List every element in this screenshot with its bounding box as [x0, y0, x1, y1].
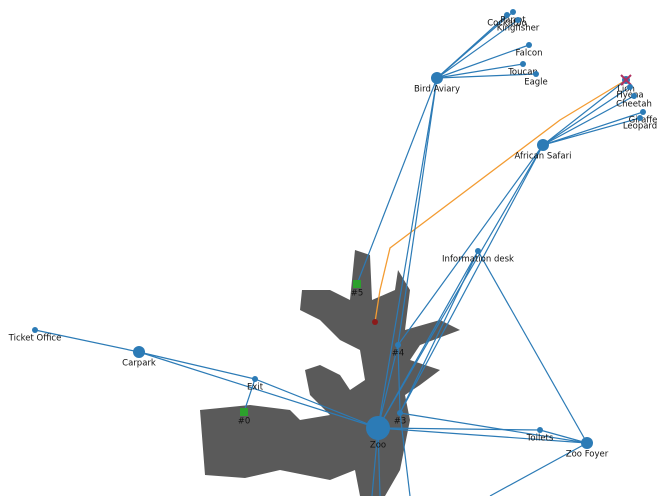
node-label: Falcon: [516, 49, 543, 59]
node-label: Toucan: [507, 68, 538, 78]
edge: [377, 427, 541, 431]
node: [252, 376, 258, 382]
node: [526, 42, 532, 48]
edge: [436, 63, 524, 79]
node: [397, 410, 403, 416]
robot-marker: [353, 280, 361, 288]
robot-position: [372, 319, 378, 325]
edge: [377, 427, 588, 444]
edges: [34, 11, 644, 496]
node-label: Kingfisher: [497, 24, 540, 34]
node: [366, 416, 390, 440]
node: [537, 427, 543, 433]
edge: [397, 344, 401, 414]
edge: [138, 351, 379, 429]
node: [627, 84, 633, 90]
planned-path: [374, 79, 627, 323]
edge: [138, 351, 256, 380]
node-label: Lion: [617, 85, 635, 95]
node-label: Giraffe: [629, 116, 658, 126]
node-label: Cheetah: [616, 100, 652, 110]
edge: [489, 442, 588, 496]
node-label: African Safari: [515, 152, 572, 162]
edge: [356, 77, 438, 285]
node-label: Hyena: [616, 91, 643, 101]
node-label: Leopard: [623, 122, 657, 132]
node-label: Eagle: [524, 78, 548, 88]
occupancy-map: [200, 250, 460, 496]
node: [510, 9, 516, 15]
node-label: Ticket Office: [8, 334, 62, 344]
edge: [539, 429, 588, 444]
node-label: Bird Aviary: [414, 85, 460, 95]
edge: [243, 378, 256, 413]
node: [631, 93, 637, 99]
node: [537, 139, 549, 151]
node: [640, 109, 646, 115]
edge: [436, 44, 530, 79]
edge: [399, 250, 479, 414]
edge: [436, 14, 508, 79]
node-label: Information desk: [442, 255, 514, 265]
node-label: Zoo: [370, 441, 386, 451]
goal-marker: [620, 74, 632, 86]
node-label: #3: [394, 417, 407, 427]
node: [133, 346, 145, 358]
edge: [254, 378, 379, 429]
edge: [542, 117, 641, 146]
edge: [397, 144, 544, 346]
robot-marker: [240, 408, 248, 416]
node-label: Parrot: [500, 16, 526, 26]
node: [504, 12, 510, 18]
node: [581, 437, 593, 449]
node-label: Cockatoo: [487, 19, 527, 29]
edge: [377, 77, 438, 429]
node: [32, 327, 38, 333]
node-label: #4: [392, 349, 405, 359]
edge: [436, 73, 537, 79]
edge: [542, 95, 635, 146]
node: [515, 17, 521, 23]
node-label: Zoo Foyer: [566, 450, 609, 460]
edge: [399, 144, 544, 414]
node: [520, 61, 526, 67]
edge: [34, 329, 140, 353]
node-label: Carpark: [122, 359, 156, 369]
edge: [399, 412, 588, 444]
edge: [477, 250, 588, 444]
edge: [542, 86, 631, 146]
node: [475, 248, 481, 254]
node: [637, 115, 643, 121]
edge: [542, 79, 627, 146]
node: [395, 342, 401, 348]
node-label: #5: [351, 289, 364, 299]
edge: [397, 77, 438, 346]
edge: [377, 250, 479, 429]
edge: [542, 111, 644, 146]
edge: [377, 344, 399, 429]
node: [533, 71, 539, 77]
node: [431, 72, 443, 84]
node-label: #0: [238, 417, 251, 427]
node-label: Toilets: [526, 434, 554, 444]
edge: [399, 412, 411, 496]
node-label: Exit: [247, 383, 264, 393]
edge: [436, 19, 519, 79]
